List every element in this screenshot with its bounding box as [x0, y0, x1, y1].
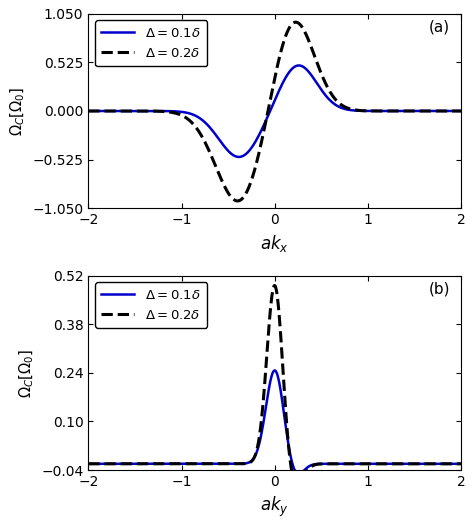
$\Delta = 0.2\delta$: [85, 108, 91, 114]
Line: $\Delta = 0.2\delta$: $\Delta = 0.2\delta$: [88, 22, 461, 201]
Line: $\Delta = 0.1\delta$: $\Delta = 0.1\delta$: [88, 370, 461, 474]
$\Delta = 0.2\delta$: [235, 198, 240, 204]
$\Delta = 0.1\delta$: [364, 461, 370, 467]
$\Delta = 0.1\delta$: [310, 73, 315, 80]
$\Delta = 0.1\delta$: [272, 367, 277, 374]
$\Delta = 0.1\delta$: [228, 461, 234, 467]
$\Delta = 0.1\delta$: [458, 108, 464, 114]
$\Delta = 0.2\delta$: [310, 463, 315, 469]
Line: $\Delta = 0.1\delta$: $\Delta = 0.1\delta$: [88, 65, 461, 157]
$\Delta = 0.1\delta$: [236, 154, 242, 160]
$\Delta = 0.2\delta$: [228, 461, 234, 467]
$\Delta = 0.2\delta$: [153, 461, 159, 467]
$\Delta = 0.2\delta$: [328, 90, 334, 96]
Y-axis label: $\Omega_C[\Omega_0]$: $\Omega_C[\Omega_0]$: [9, 86, 27, 136]
$\Delta = 0.1\delta$: [85, 108, 91, 114]
$\Delta = 0.2\delta$: [310, 46, 315, 53]
X-axis label: $ak_y$: $ak_y$: [260, 494, 289, 519]
$\Delta = 0.1\delta$: [392, 461, 398, 467]
Text: (b): (b): [428, 281, 450, 297]
$\Delta = 0.2\delta$: [392, 108, 398, 114]
$\Delta = 0.2\delta$: [364, 108, 370, 114]
Legend: $\Delta = 0.1\delta$, $\Delta = 0.2\delta$: $\Delta = 0.1\delta$, $\Delta = 0.2\delt…: [95, 21, 208, 66]
Legend: $\Delta = 0.1\delta$, $\Delta = 0.2\delta$: $\Delta = 0.1\delta$, $\Delta = 0.2\delt…: [95, 282, 208, 328]
$\Delta = 0.1\delta$: [153, 108, 159, 114]
$\Delta = 0.1\delta$: [228, 150, 234, 157]
$\Delta = 0.1\delta$: [296, 62, 301, 69]
$\Delta = 0.2\delta$: [458, 461, 464, 467]
$\Delta = 0.1\delta$: [296, 471, 301, 477]
$\Delta = 0.2\delta$: [458, 108, 464, 114]
$\Delta = 0.2\delta$: [228, 193, 234, 200]
$\Delta = 0.2\delta$: [392, 461, 398, 467]
$\Delta = 0.1\delta$: [153, 461, 159, 467]
$\Delta = 0.2\delta$: [293, 19, 299, 25]
$\Delta = 0.1\delta$: [458, 461, 464, 467]
$\Delta = 0.2\delta$: [153, 108, 159, 114]
$\Delta = 0.2\delta$: [328, 461, 334, 467]
$\Delta = 0.1\delta$: [310, 462, 315, 468]
$\Delta = 0.1\delta$: [328, 98, 334, 104]
Text: (a): (a): [429, 19, 450, 35]
$\Delta = 0.1\delta$: [364, 108, 370, 114]
Line: $\Delta = 0.2\delta$: $\Delta = 0.2\delta$: [88, 286, 461, 484]
X-axis label: $ak_x$: $ak_x$: [260, 232, 289, 253]
$\Delta = 0.1\delta$: [392, 108, 398, 114]
$\Delta = 0.2\delta$: [364, 461, 370, 467]
Y-axis label: $\Omega_C[\Omega_0]$: $\Omega_C[\Omega_0]$: [17, 348, 36, 397]
$\Delta = 0.1\delta$: [85, 461, 91, 467]
$\Delta = 0.1\delta$: [328, 461, 334, 467]
$\Delta = 0.2\delta$: [85, 461, 91, 467]
$\Delta = 0.2\delta$: [294, 481, 300, 487]
$\Delta = 0.2\delta$: [272, 282, 277, 289]
